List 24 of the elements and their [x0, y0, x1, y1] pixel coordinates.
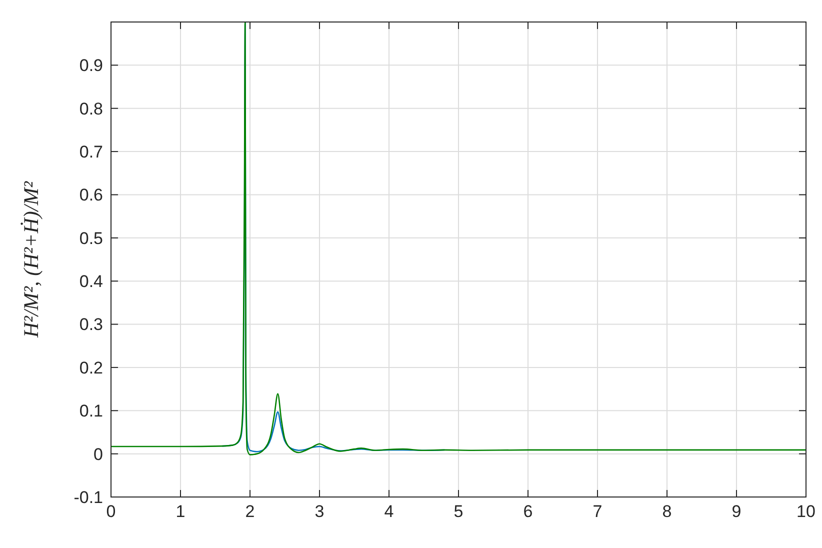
- y-tick-label: 0.8: [79, 99, 103, 118]
- x-tick-label: 9: [732, 502, 742, 521]
- y-tick-label: 0: [94, 444, 103, 464]
- y-tick-label: 0.4: [79, 272, 103, 292]
- line-series: [111, 22, 806, 456]
- x-tick-label: 1: [176, 502, 186, 521]
- y-tick-label: 0.3: [79, 315, 103, 334]
- y-tick-label: 0.2: [79, 358, 103, 378]
- x-tick-label: 4: [384, 502, 394, 521]
- x-tick-label: 8: [662, 502, 672, 521]
- x-tick-label: 6: [523, 502, 533, 521]
- x-tick-label: 3: [314, 502, 324, 521]
- y-tick-label: 0.9: [79, 56, 103, 76]
- x-tick-label: 0: [106, 502, 116, 521]
- x-tick-label: 5: [454, 502, 464, 521]
- x-tick-label: 2: [245, 502, 255, 521]
- y-tick-label: 0.5: [79, 228, 103, 248]
- y-tick-label: 0.1: [79, 402, 103, 421]
- x-tick-label: 7: [592, 502, 602, 521]
- y-tick-label: -0.1: [74, 488, 103, 507]
- y-axis-title: H²/M², (H²+Ḣ)/M²: [19, 180, 43, 338]
- y-tick-label: 0.7: [79, 142, 103, 162]
- y-tick-label: 0.6: [79, 186, 103, 205]
- x-tick-label: 10: [796, 502, 816, 521]
